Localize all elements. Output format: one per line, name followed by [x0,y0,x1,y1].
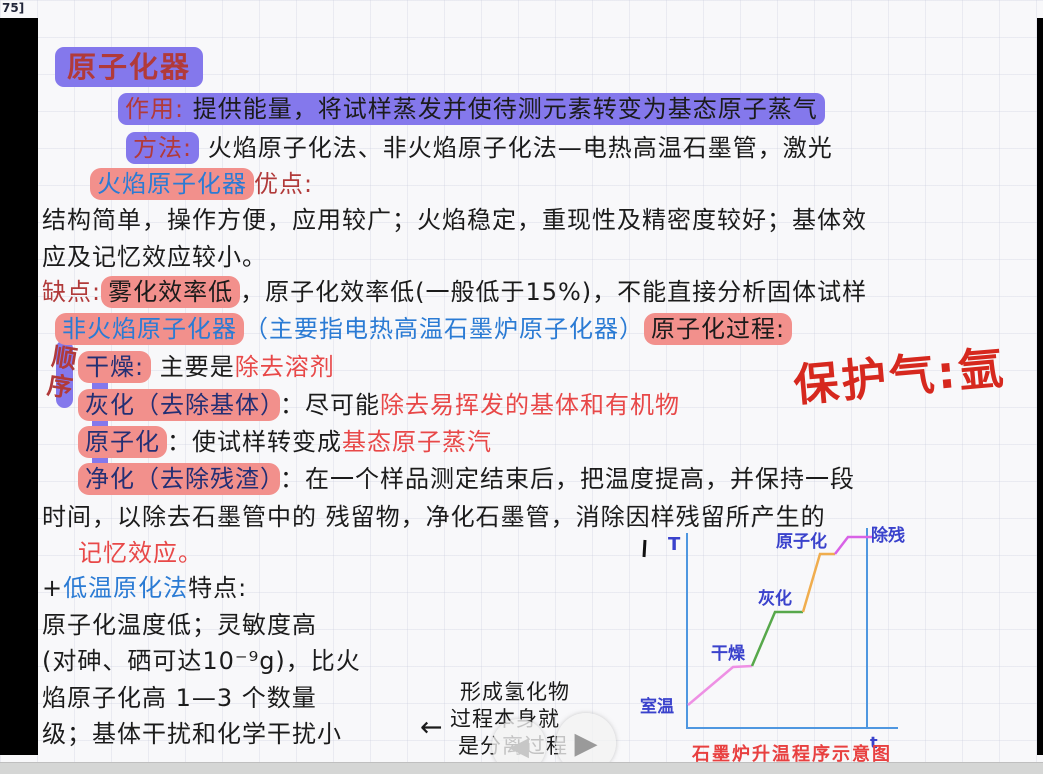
text-segment: 应及记忆效应较小。 [42,243,267,271]
handwritten-tick-mark [642,539,647,558]
note-line: 干燥: 主要是除去溶剂 [78,351,335,383]
text-segment: 灰化（去除基体） [85,391,273,419]
note-line: +低温原化法特点: [42,572,247,604]
page-indicator: 75] [2,1,25,15]
note-line: 非火焰原子化器 （主要指电热高温石墨炉原子化器） 原子化过程: [55,313,793,345]
text-segment: 时间，以除去石墨管中的 残留物，净化石墨管，消除因样残留所产生的 [42,503,826,531]
text-segment: 记忆效应。 [78,539,203,567]
x-axis-label: t [870,733,878,752]
right-black-margin [1037,18,1043,755]
line-highlight: 方法: [126,132,200,164]
text-segment: 火焰原子化器 [97,170,247,198]
text-segment: 特点: [188,574,248,602]
note-line: 记忆效应。 [78,537,203,569]
text-segment: （主要指电热高温石墨炉原子化器） [244,315,644,343]
note-line: 缺点: 雾化效率低 ，原子化效率低(一般低于15%)，不能直接分析固体试样 [42,276,867,308]
text-segment: (对砷、硒可达10⁻⁹g)，比火 [42,647,361,675]
line-highlight: 净化（去除残渣） [78,463,280,495]
note-line: 方法: 火焰原子化法、非火焰原子化法—电热高温石墨管，激光 [126,132,833,164]
note-line: (对砷、硒可达10⁻⁹g)，比火 [42,645,361,677]
furnace-temperature-chart: T t 室温 干燥 灰化 原子化 除残 [626,518,918,758]
stage-segment-ashing [750,610,803,667]
text-segment: + [42,574,64,602]
chevron-right-icon: ▶ [574,726,598,760]
stage-segment-cleanout [834,535,872,555]
text-segment: 作用: [125,95,185,123]
line-highlight: 火焰原子化器 [90,168,254,200]
note-line: 原子化温度低；灵敏度高 [42,609,317,641]
left-arrow-annotation: ← [420,712,443,743]
page-title: 原子化器 [55,44,204,87]
note-line: 结构简单，操作方便，应用较广；火焰稳定，重现性及精密度较好；基体效 [42,204,867,236]
note-line: 作用: 提供能量，将试样蒸发并使待测元素转变为基态原子蒸气 [118,93,825,125]
text-segment: 原子化过程: [651,315,786,343]
stage-label-cleanout: 除残 [871,525,905,546]
bottom-status-strip [0,762,1043,774]
chart-caption: 石墨炉升温程序示意图 [692,744,892,765]
text-segment: 优点: [254,170,314,198]
line-highlight: 作用: 提供能量，将试样蒸发并使待测元素转变为基态原子蒸气 [118,93,825,125]
stage-label-atomization: 原子化 [776,531,827,552]
start-temp-label: 室温 [640,696,674,717]
title-highlight: 原子化器 [55,47,204,87]
text-segment: ：尽可能 [280,391,380,419]
left-black-margin [0,18,38,755]
note-line: 原子化 ：使试样转变成基态原子蒸汽 [78,426,492,458]
stage-label-drying: 干燥 [711,644,746,664]
text-segment: 火焰原子化法、非火焰原子化法—电热高温石墨管，激光 [199,134,833,162]
order-highlight-capsule [56,340,73,408]
text-segment: 除去易挥发的基体和有机物 [380,391,680,419]
line-highlight: 非火焰原子化器 [55,313,244,345]
text-segment: 基态原子蒸汽 [342,428,492,456]
text-segment: 焰原子化高 1—3 个数量 [42,684,317,712]
note-line: 灰化（去除基体） ：尽可能除去易挥发的基体和有机物 [78,389,680,421]
text-segment: 雾化效率低 [108,278,234,306]
text-segment: 原子化温度低；灵敏度高 [42,611,317,639]
text-segment: 原子化 [85,428,160,456]
text-segment: 提供能量，将试样蒸发并使待测元素转变为基态原子蒸气 [184,95,818,123]
text-segment: 主要是 [151,353,235,381]
text-segment: 方法: [133,134,193,162]
line-highlight: 灰化（去除基体） [78,389,280,421]
note-line: 级；基体干扰和化学干扰小 [42,718,342,750]
text-segment: 干燥: [85,353,145,381]
text-segment: 级；基体干扰和化学干扰小 [42,720,342,748]
text-segment: ，原子化效率低(一般低于15%)，不能直接分析固体试样 [240,278,868,306]
text-segment: 净化（去除残渣） [85,465,273,493]
note-line: 时间，以除去石墨管中的 残留物，净化石墨管，消除因样残留所产生的 [42,501,826,533]
note-line: 净化（去除残渣） ：在一个样品测定结束后，把温度提高，并保持一段 [78,463,855,495]
line-highlight: 干燥: [78,351,152,383]
note-line: 火焰原子化器 优点: [90,168,313,200]
line-highlight: 原子化过程: [644,313,793,345]
text-segment: 缺点: [42,278,102,306]
text-segment: ：在一个样品测定结束后，把温度提高，并保持一段 [280,465,855,493]
line-highlight: 雾化效率低 [101,276,241,308]
note-line: 焰原子化高 1—3 个数量 [42,682,317,714]
y-axis-label: T [668,534,681,555]
side-note-line: 形成氢化物 [460,680,570,704]
chart-svg: T t 室温 干燥 灰化 原子化 除残 [640,525,905,752]
stage-segment-atomization [801,552,835,613]
note-line: 应及记忆效应较小。 [42,241,267,273]
text-segment: 结构简单，操作方便，应用较广；火焰稳定，重现性及精密度较好；基体效 [42,206,867,234]
stage-label-ashing: 灰化 [758,588,792,609]
stage-segment-drying [687,664,753,706]
chevron-left-icon: ◀ [509,730,529,761]
text-segment: ：使试样转变成 [167,428,342,456]
text-segment: 低温原化法 [63,574,189,602]
line-highlight: 原子化 [78,426,167,458]
text-segment: 非火焰原子化器 [62,315,237,343]
text-segment: 除去溶剂 [234,353,335,381]
